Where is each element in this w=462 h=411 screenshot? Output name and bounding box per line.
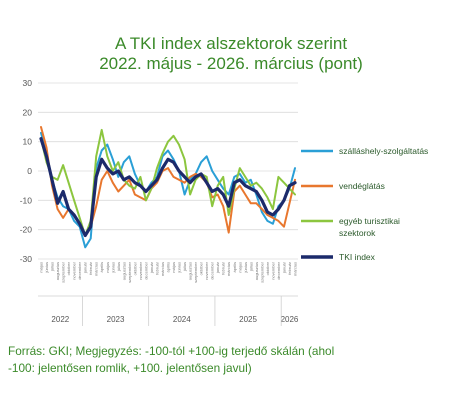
x-month-label-0: május <box>39 262 44 273</box>
legend-label-egyeb-1: egyéb turisztikai <box>339 216 400 226</box>
chart-title: A TKI index alszektorok szerint <box>114 34 348 53</box>
x-month-label-7: december <box>77 261 82 279</box>
x-month-label-20: január <box>149 261 154 274</box>
x-month-label-26: július <box>182 262 187 272</box>
y-tick-label-3: 0 <box>27 166 32 176</box>
y-axis: 30 20 10 0 -10 -20 -30 <box>20 78 33 264</box>
x-month-label-8: január <box>83 261 88 274</box>
x-month-label-30: november <box>204 261 209 279</box>
x-month-label-28: szeptember <box>193 261 198 283</box>
x-month-label-25: június <box>177 262 182 273</box>
x-month-label-16: szeptember <box>127 261 132 283</box>
x-month-label-41: október <box>265 261 270 275</box>
x-month-label-33: február <box>221 261 226 274</box>
series-lines <box>39 126 297 249</box>
x-year-label-4: 2026 <box>281 315 299 324</box>
x-month-label-15: augusztus <box>121 262 126 280</box>
legend-label-egyeb-2: szektorok <box>339 228 376 238</box>
gridlines <box>38 82 298 260</box>
x-month-label-1: június <box>44 262 49 273</box>
chart-subtitle: 2022. május - 2026. március (pont) <box>99 54 363 73</box>
x-year-label-0: 2022 <box>51 315 69 324</box>
source-note-line-2: -100: jelentősen romlik, +100. jelentőse… <box>8 361 252 375</box>
x-month-label-2: július <box>50 262 55 272</box>
y-tick-label-0: 30 <box>23 78 33 88</box>
legend-label-tki: TKI index <box>339 252 376 262</box>
y-tick-label-2: 10 <box>23 137 33 147</box>
y-tick-label-5: -20 <box>20 225 33 235</box>
x-month-label-18: november <box>138 261 143 279</box>
x-month-label-32: január <box>215 261 220 274</box>
legend-label-vendeglatas: vendéglátás <box>339 181 385 191</box>
x-month-label-23: április <box>166 262 171 272</box>
x-month-label-43: december <box>276 261 281 279</box>
x-month-label-6: november <box>72 261 77 279</box>
x-month-label-38: július <box>248 262 253 272</box>
y-tick-label-4: -10 <box>20 195 33 205</box>
x-year-label-3: 2025 <box>239 315 257 324</box>
x-month-label-31: december <box>210 261 215 279</box>
x-axis: május június július augusztus szeptember októ… <box>38 261 299 326</box>
source-note-line-1: Forrás: GKI; Megjegyzés: -100-tól +100-i… <box>8 344 335 358</box>
x-month-label-9: február <box>88 261 93 274</box>
x-month-label-27: augusztus <box>188 262 193 280</box>
x-month-label-40: szeptember <box>259 261 264 283</box>
x-month-label-44: január <box>281 261 286 274</box>
x-month-label-37: június <box>243 262 248 273</box>
x-month-label-5: október <box>66 261 71 275</box>
legend-label-szallashely: szálláshely-szolgáltatás <box>339 146 428 156</box>
series-line-2 <box>40 128 296 237</box>
x-month-label-4: szeptember <box>61 261 66 283</box>
x-month-label-10: március <box>94 262 99 276</box>
x-month-label-46: március <box>293 262 298 276</box>
x-month-label-22: március <box>160 262 165 276</box>
x-month-label-11: április <box>99 262 104 272</box>
x-month-label-42: november <box>270 261 275 279</box>
x-month-label-19: december <box>143 261 148 279</box>
x-month-label-17: október <box>132 261 137 275</box>
x-year-label-1: 2023 <box>107 315 125 324</box>
x-month-label-14: július <box>116 262 121 272</box>
series-line-3 <box>39 137 297 238</box>
x-month-label-12: május <box>105 262 110 273</box>
x-month-label-24: május <box>171 262 176 273</box>
x-month-label-39: augusztus <box>254 262 259 280</box>
legend: szálláshely-szolgáltatás vendéglátás egy… <box>301 146 428 262</box>
x-month-label-36: május <box>237 262 242 273</box>
x-month-label-35: április <box>232 262 237 272</box>
x-month-label-13: június <box>110 262 115 273</box>
x-month-label-34: március <box>226 262 231 276</box>
x-year-label-2: 2024 <box>173 315 191 324</box>
x-month-label-45: február <box>287 261 292 274</box>
x-month-label-29: október <box>199 261 204 275</box>
x-month-label-3: augusztus <box>55 262 60 280</box>
x-month-label-21: február <box>154 261 159 274</box>
source-note: Forrás: GKI; Megjegyzés: -100-tól +100-i… <box>8 343 456 377</box>
y-tick-label-6: -30 <box>20 254 33 264</box>
y-tick-label-1: 20 <box>23 107 33 117</box>
